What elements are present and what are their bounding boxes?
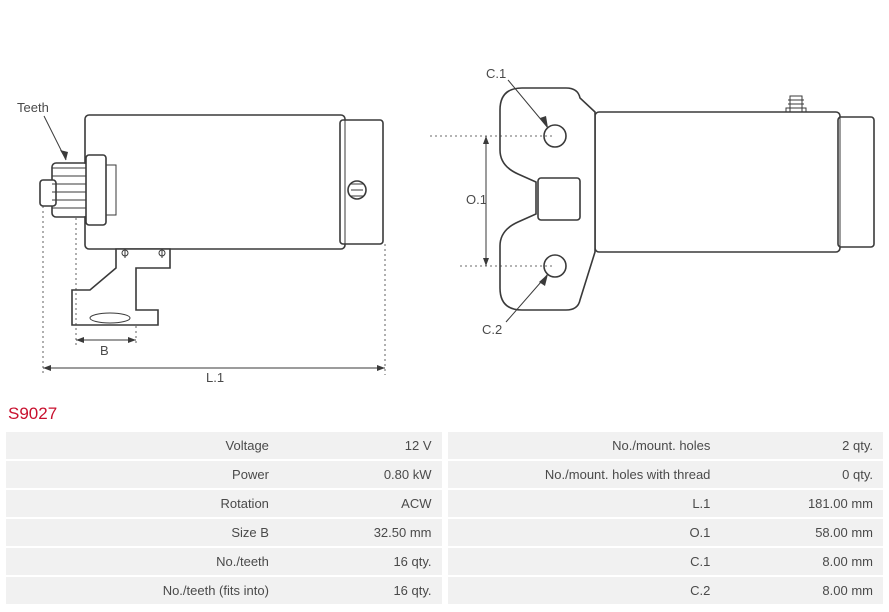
spec-value: ACW — [279, 490, 442, 517]
spec-label: No./teeth — [6, 548, 279, 575]
technical-diagrams: Teeth B L.1 — [0, 0, 889, 400]
label-L1: L.1 — [206, 370, 224, 385]
spec-label: No./mount. holes with thread — [448, 461, 721, 488]
label-B: B — [100, 343, 109, 358]
spec-row: C.18.00 mm — [448, 548, 884, 575]
spec-label: Voltage — [6, 432, 279, 459]
spec-label: Power — [6, 461, 279, 488]
spec-row: L.1181.00 mm — [448, 490, 884, 517]
spec-table-left: Voltage12 VPower0.80 kWRotationACWSize B… — [6, 430, 442, 606]
label-teeth: Teeth — [17, 100, 49, 115]
spec-value: 32.50 mm — [279, 519, 442, 546]
spec-value: 2 qty. — [720, 432, 883, 459]
spec-value: 8.00 mm — [720, 548, 883, 575]
spec-row: Voltage12 V — [6, 432, 442, 459]
spec-row: No./mount. holes with thread0 qty. — [448, 461, 884, 488]
spec-label: Size B — [6, 519, 279, 546]
spec-value: 8.00 mm — [720, 577, 883, 604]
left-view: Teeth B L.1 — [17, 100, 385, 385]
label-O1: O.1 — [466, 192, 487, 207]
spec-row: No./teeth16 qty. — [6, 548, 442, 575]
spec-row: C.28.00 mm — [448, 577, 884, 604]
base-bracket-left — [72, 249, 170, 325]
part-number: S9027 — [0, 400, 889, 430]
spec-table-right: No./mount. holes2 qty.No./mount. holes w… — [448, 430, 884, 606]
spec-value: 0.80 kW — [279, 461, 442, 488]
label-C2: C.2 — [482, 322, 502, 337]
spec-label: No./teeth (fits into) — [6, 577, 279, 604]
spec-row: O.158.00 mm — [448, 519, 884, 546]
diagram-svg: Teeth B L.1 — [0, 0, 889, 400]
spec-row: No./mount. holes2 qty. — [448, 432, 884, 459]
spec-label: Rotation — [6, 490, 279, 517]
spec-tables: Voltage12 VPower0.80 kWRotationACWSize B… — [0, 430, 889, 612]
spec-value: 181.00 mm — [720, 490, 883, 517]
label-C1: C.1 — [486, 66, 506, 81]
spec-value: 0 qty. — [720, 461, 883, 488]
spec-label: C.1 — [448, 548, 721, 575]
spec-label: L.1 — [448, 490, 721, 517]
page: Teeth B L.1 — [0, 0, 889, 612]
spec-value: 16 qty. — [279, 577, 442, 604]
spec-value: 12 V — [279, 432, 442, 459]
spec-label: O.1 — [448, 519, 721, 546]
spec-row: Power0.80 kW — [6, 461, 442, 488]
teeth-gear — [40, 155, 116, 225]
spec-value: 16 qty. — [279, 548, 442, 575]
spec-label: C.2 — [448, 577, 721, 604]
spec-label: No./mount. holes — [448, 432, 721, 459]
spec-row: Size B32.50 mm — [6, 519, 442, 546]
spec-value: 58.00 mm — [720, 519, 883, 546]
spec-row: RotationACW — [6, 490, 442, 517]
spec-row: No./teeth (fits into)16 qty. — [6, 577, 442, 604]
right-view: O.1 C.1 C.2 — [430, 66, 874, 337]
